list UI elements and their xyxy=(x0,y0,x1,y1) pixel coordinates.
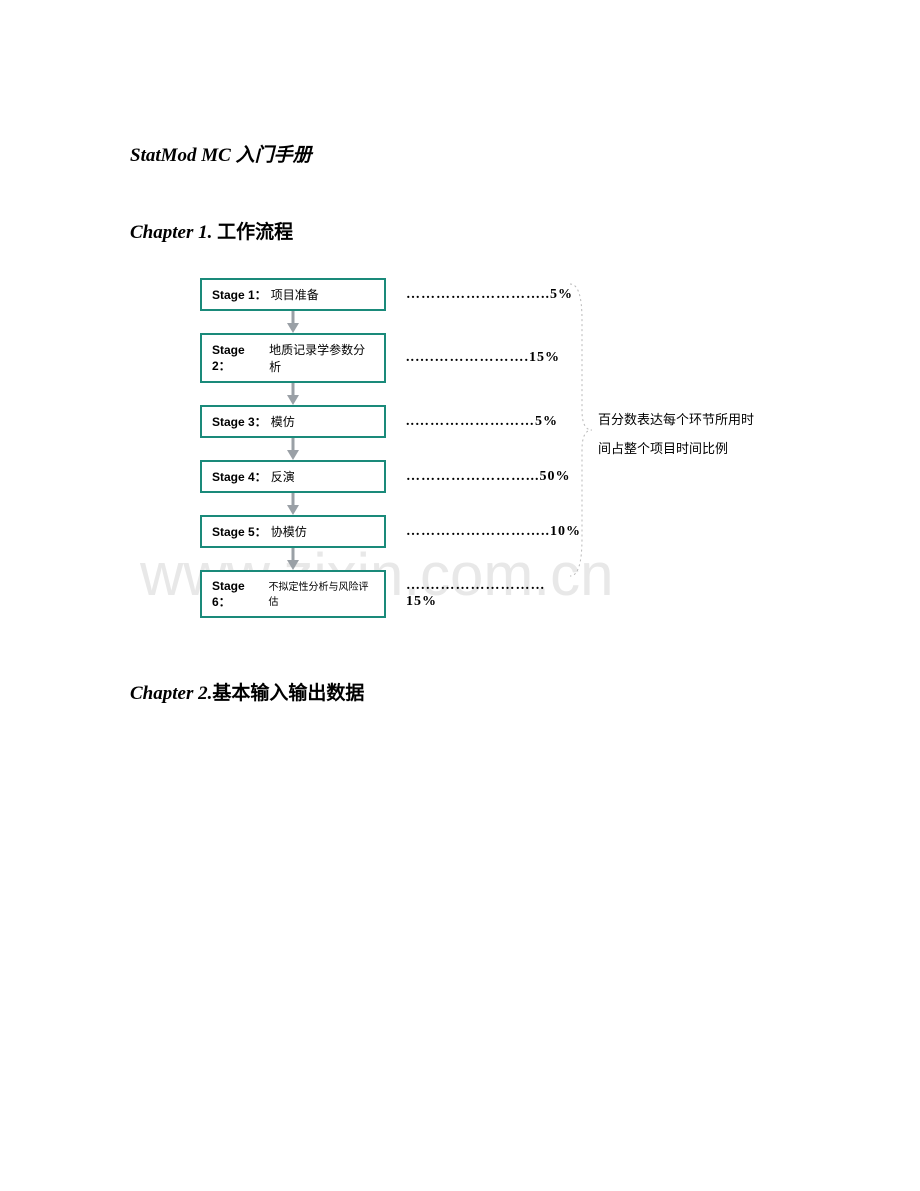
stage-box: Stage 2：地质记录学参数分析 xyxy=(200,333,386,383)
stage-label: 项目准备 xyxy=(271,286,319,303)
side-note: 百分数表达每个环节所用时 间占整个项目时间比例 xyxy=(598,406,768,463)
stage-dots: ……………………...50% xyxy=(406,469,566,485)
stage-prefix: Stage 4： xyxy=(212,468,267,485)
stage-box: Stage 4：反演 xyxy=(200,460,386,493)
side-note-line1: 百分数表达每个环节所用时 xyxy=(598,406,768,435)
stage-dots: ….……………………15% xyxy=(406,578,566,610)
arrow-down-icon xyxy=(200,493,386,515)
stage-row: Stage 1：项目准备 ………………………..5% xyxy=(200,278,566,311)
stage-prefix: Stage 3： xyxy=(212,413,267,430)
stage-row: Stage 4：反演 ……………………...50% xyxy=(200,460,566,493)
stage-percentage: 5% xyxy=(535,414,558,429)
side-note-line2: 间占整个项目时间比例 xyxy=(598,435,768,464)
stage-label: 模仿 xyxy=(271,413,295,430)
stage-label: 协模仿 xyxy=(271,523,307,540)
stage-prefix: Stage 2： xyxy=(212,343,265,374)
stage-box: Stage 5：协模仿 xyxy=(200,515,386,548)
stage-prefix: Stage 5： xyxy=(212,523,267,540)
chapter1-heading: Chapter 1. 工作流程 xyxy=(130,217,790,244)
stage-box: Stage 1：项目准备 xyxy=(200,278,386,311)
stage-box: Stage 3：模仿 xyxy=(200,405,386,438)
curly-brace-icon xyxy=(568,280,594,580)
flowchart: Stage 1：项目准备 ………………………..5% Stage 2：地质记录学参数… xyxy=(130,278,790,598)
page-title: StatMod MC 入门手册 xyxy=(130,140,790,167)
stage-prefix: Stage 6： xyxy=(212,579,264,610)
stage-dots: ………………………..10% xyxy=(406,524,566,540)
stage-label: 反演 xyxy=(271,468,295,485)
arrow-down-icon xyxy=(200,438,386,460)
stage-label: 地质记录学参数分析 xyxy=(269,341,374,375)
stage-percentage: 15% xyxy=(406,594,437,609)
stage-percentage: 50% xyxy=(540,469,571,484)
stages-column: Stage 1：项目准备 ………………………..5% Stage 2：地质记录学参数… xyxy=(200,278,566,618)
stage-dots: ..……………………5% xyxy=(406,414,566,430)
stage-dots: ..….……………….15% xyxy=(406,350,566,366)
chapter2-prefix: Chapter 2. xyxy=(130,683,212,704)
stage-label: 不拟定性分析与风险评估 xyxy=(268,578,374,608)
stage-percentage: 15% xyxy=(529,350,560,365)
stage-row: Stage 5：协模仿 ………………………..10% xyxy=(200,515,566,548)
arrow-down-icon xyxy=(200,383,386,405)
chapter2-heading: Chapter 2.基本输入输出数据 xyxy=(130,678,790,705)
stage-box: Stage 6：不拟定性分析与风险评估 xyxy=(200,570,386,618)
arrow-down-icon xyxy=(200,548,386,570)
chapter2-title: 基本输入输出数据 xyxy=(212,683,364,704)
stage-row: Stage 6：不拟定性分析与风险评估 ….……………………15% xyxy=(200,570,566,618)
stage-prefix: Stage 1： xyxy=(212,286,267,303)
arrow-down-icon xyxy=(200,311,386,333)
chapter1-prefix: Chapter 1. xyxy=(130,222,212,243)
stage-row: Stage 3：模仿 ..……………………5% xyxy=(200,405,566,438)
stage-row: Stage 2：地质记录学参数分析 ..….……………….15% xyxy=(200,333,566,383)
chapter1-title: 工作流程 xyxy=(212,222,293,243)
stage-dots: ………………………..5% xyxy=(406,287,566,303)
